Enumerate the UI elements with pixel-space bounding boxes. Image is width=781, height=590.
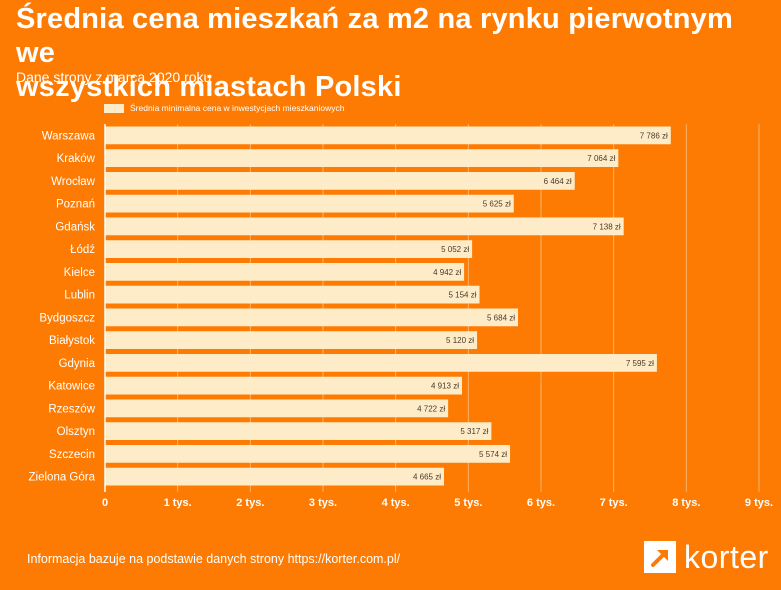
bar [105,331,478,349]
legend: Średnia minimalna cena w inwestycjach mi… [104,103,344,113]
data-label: 7 138 zł [593,222,621,231]
bar [105,172,575,190]
x-tick-label: 5 tys. [454,497,482,509]
x-tick-label: 1 tys. [164,497,192,509]
data-label: 5 154 zł [448,291,476,300]
category-label: Poznań [56,199,95,211]
data-label: 7 064 zł [587,154,615,163]
category-label: Łódź [70,244,95,256]
data-label: 5 625 zł [483,200,511,209]
legend-swatch [104,103,124,113]
x-tick-label: 0 [102,497,108,509]
category-label: Warszawa [42,130,96,142]
category-label: Gdynia [59,358,96,370]
category-label: Lublin [64,290,95,302]
data-label: 5 574 zł [479,450,507,459]
bar [105,126,671,145]
arrow-up-right-icon [644,541,676,573]
data-label: 7 595 zł [626,359,654,368]
x-tick-label: 9 tys. [745,497,773,509]
bar [105,217,624,236]
bar [105,354,657,372]
data-label: 4 942 zł [433,268,461,277]
category-label: Białystok [49,335,95,347]
chart-title-line-2: wszystkich miastach Polski [16,71,402,103]
data-label: 5 684 zł [487,313,515,322]
bar [105,263,465,281]
data-label: 4 665 zł [413,473,441,482]
chart-subtitle: Dane strony z marca 2020 roku [16,69,212,85]
bar [105,376,463,395]
category-label: Katowice [48,381,95,393]
x-tick-label: 8 tys. [672,497,700,509]
logo-text: korter [684,539,769,575]
x-tick-label: 2 tys. [236,497,264,509]
category-label: Olsztyn [57,426,95,438]
bar [105,194,514,213]
category-label: Bydgoszcz [39,312,95,324]
category-label: Szczecin [49,449,95,461]
data-label: 7 786 zł [640,131,668,140]
data-label: 6 464 zł [544,177,572,186]
chart-title: Średnia cena mieszkań za m2 na rynku pie… [16,2,776,104]
data-label: 4 722 zł [417,404,445,413]
category-label: Wrocław [51,176,96,188]
korter-logo: korter [644,541,769,573]
x-tick-label: 4 tys. [382,497,410,509]
source-note: Informacja bazuje na podstawie danych st… [27,552,401,566]
data-label: 5 052 zł [441,245,469,254]
legend-label: Średnia minimalna cena w inwestycjach mi… [130,103,345,113]
bar [105,399,449,418]
bar [105,445,511,463]
bar [105,240,473,258]
bar [105,149,619,167]
bar [105,467,444,486]
data-label: 5 120 zł [446,336,474,345]
category-label: Kielce [64,267,95,279]
data-label: 5 317 zł [460,427,488,436]
bar [105,285,480,304]
chart-title-line-1: Średnia cena mieszkań za m2 na rynku pie… [16,3,733,69]
x-tick-label: 6 tys. [527,497,555,509]
x-tick-label: 3 tys. [309,497,337,509]
bar [105,422,492,440]
category-label: Kraków [57,153,96,165]
category-label: Zielona Góra [29,472,96,484]
category-label: Gdańsk [55,221,95,233]
x-tick-label: 7 tys. [600,497,628,509]
bar [105,308,519,327]
data-label: 4 913 zł [431,382,459,391]
category-label: Rzeszów [48,403,95,415]
